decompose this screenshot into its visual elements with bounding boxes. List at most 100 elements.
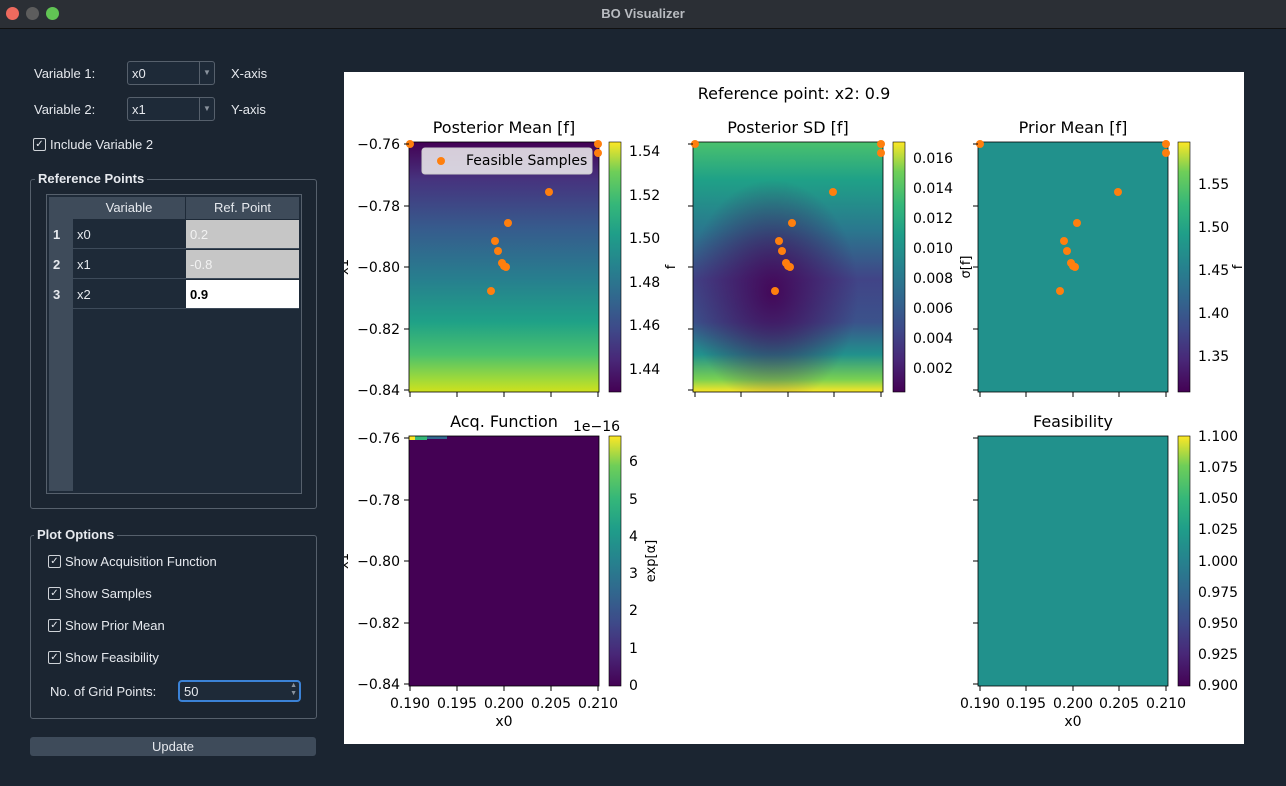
y-tick-label: −0.76 — [357, 137, 400, 153]
update-button[interactable]: Update — [30, 737, 316, 756]
posterior-mean-colorbar — [608, 141, 622, 393]
sample-point — [788, 219, 796, 227]
cbar-tick: 1.46 — [629, 318, 660, 334]
row-number[interactable]: 2 — [53, 257, 61, 272]
cbar-tick: 1.45 — [1198, 263, 1229, 279]
cbar-tick: 1.55 — [1198, 177, 1229, 193]
table-cell-variable[interactable]: x1 — [73, 250, 186, 279]
table-cell-variable[interactable]: x2 — [73, 280, 186, 309]
include-variable2-checkbox[interactable]: ✓ — [33, 138, 46, 151]
y-tick-label: −0.78 — [357, 199, 400, 215]
x-tick-label: 0.210 — [578, 696, 618, 712]
x-tick-label: 0.200 — [1053, 696, 1093, 712]
posterior-sd-title: Posterior SD [f] — [727, 118, 848, 137]
sample-point — [1060, 237, 1068, 245]
legend-marker — [437, 157, 445, 165]
cbar-tick: 1.50 — [629, 231, 660, 247]
cbar-tick: 2 — [629, 603, 638, 619]
column-header-variable[interactable]: Variable — [73, 197, 186, 219]
y-tick-label: −0.84 — [357, 677, 400, 693]
variable2-axis-label: Y-axis — [231, 102, 266, 117]
show-acquisition-label: Show Acquisition Function — [65, 554, 217, 569]
x-tick-label: 0.205 — [531, 696, 571, 712]
cbar-tick: 0.012 — [913, 211, 953, 227]
posterior-mean-samples — [406, 140, 602, 295]
variable1-value: x0 — [132, 66, 146, 81]
sample-point — [494, 247, 502, 255]
zoom-window-button[interactable] — [46, 7, 59, 20]
sample-point — [691, 140, 699, 148]
y-axis-label: x1 — [344, 553, 352, 569]
cbar-tick: 1.40 — [1198, 306, 1229, 322]
sample-point — [877, 140, 885, 148]
window-title: BO Visualizer — [601, 6, 685, 21]
x-tick-label: 0.195 — [1006, 696, 1046, 712]
table-cell-ref-point[interactable]: -0.8 — [186, 250, 299, 279]
feasibility-title: Feasibility — [1033, 412, 1113, 431]
reference-points-table: Variable Ref. Point 1 x0 0.2 2 x1 -0.8 3… — [46, 194, 302, 494]
sample-point — [877, 149, 885, 157]
show-prior-mean-checkbox[interactable]: ✓ — [48, 619, 61, 632]
cbar-tick: 1.48 — [629, 275, 660, 291]
posterior-mean-title: Posterior Mean [f] — [433, 118, 576, 137]
table-cell-ref-point[interactable]: 0.2 — [186, 220, 299, 249]
feasibility-panel: Feasibility 0.190 0.195 0.200 0.205 0.21… — [960, 412, 1238, 730]
column-header-ref-point[interactable]: Ref. Point — [186, 197, 300, 219]
y-tick-label: −0.82 — [357, 322, 400, 338]
cbar-tick: 1.050 — [1198, 491, 1238, 507]
show-acquisition-checkbox[interactable]: ✓ — [48, 555, 61, 568]
table-cell-variable[interactable]: x0 — [73, 220, 186, 249]
y-axis-label: x1 — [344, 259, 352, 275]
grid-points-spinbox[interactable]: 50 ▲ ▼ — [178, 680, 301, 702]
y-tick-label: −0.82 — [357, 616, 400, 632]
cbar-tick: 1.025 — [1198, 522, 1238, 538]
cbar-tick: 0.925 — [1198, 647, 1238, 663]
figure-svg: Reference point: x2: 0.9 Posterior Mean … — [337, 84, 1246, 730]
y-tick-label: −0.80 — [357, 260, 400, 276]
x-tick-label: 0.190 — [960, 696, 1000, 712]
feasibility-heatmap — [978, 436, 1168, 686]
close-window-button[interactable] — [6, 7, 19, 20]
row-number[interactable]: 3 — [53, 287, 61, 302]
cbar-label: f — [1231, 264, 1244, 269]
minimize-window-button[interactable] — [26, 7, 39, 20]
table-cell-ref-point[interactable]: 0.9 — [186, 280, 299, 309]
variable1-select[interactable]: x0 ▼ — [127, 61, 215, 85]
sample-point — [1162, 149, 1170, 157]
sample-point — [545, 188, 553, 196]
row-number[interactable]: 1 — [53, 227, 61, 242]
spin-arrows-icon[interactable]: ▲ ▼ — [290, 682, 297, 697]
x-tick-label: 0.195 — [437, 696, 477, 712]
show-samples-checkbox[interactable]: ✓ — [48, 587, 61, 600]
cbar-label: σ[f] — [959, 256, 974, 279]
sample-point — [778, 247, 786, 255]
grid-points-label: No. of Grid Points: — [50, 684, 157, 699]
cbar-tick: 0.014 — [913, 181, 953, 197]
posterior-sd-colorbar — [892, 141, 906, 393]
cbar-tick: 1.35 — [1198, 349, 1229, 365]
cbar-tick: 0 — [629, 678, 638, 694]
sample-point — [1162, 140, 1170, 148]
variable2-value: x1 — [132, 102, 146, 117]
sample-point — [594, 149, 602, 157]
sample-point — [786, 263, 794, 271]
cbar-tick: 1.000 — [1198, 554, 1238, 570]
prior-mean-colorbar — [1177, 141, 1191, 393]
posterior-mean-panel: Posterior Mean [f] Feasible Samples −0.7… — [337, 118, 679, 399]
cbar-tick: 1 — [629, 641, 638, 657]
chevron-down-icon: ▼ — [199, 98, 214, 120]
x-axis-label: x0 — [1064, 714, 1081, 730]
sample-point — [976, 140, 984, 148]
sample-point — [502, 263, 510, 271]
include-variable2-label: Include Variable 2 — [50, 137, 154, 152]
posterior-sd-panel: Posterior SD [f] 0.016 0 — [688, 118, 974, 397]
cbar-tick: 1.50 — [1198, 220, 1229, 236]
cbar-label: f — [664, 264, 679, 269]
cbar-tick: 0.975 — [1198, 585, 1238, 601]
cbar-tick: 1.52 — [629, 188, 660, 204]
variable2-select[interactable]: x1 ▼ — [127, 97, 215, 121]
y-tick-label: −0.80 — [357, 554, 400, 570]
show-feasibility-checkbox[interactable]: ✓ — [48, 651, 61, 664]
sample-point — [1071, 263, 1079, 271]
cbar-tick: 1.100 — [1198, 429, 1238, 445]
